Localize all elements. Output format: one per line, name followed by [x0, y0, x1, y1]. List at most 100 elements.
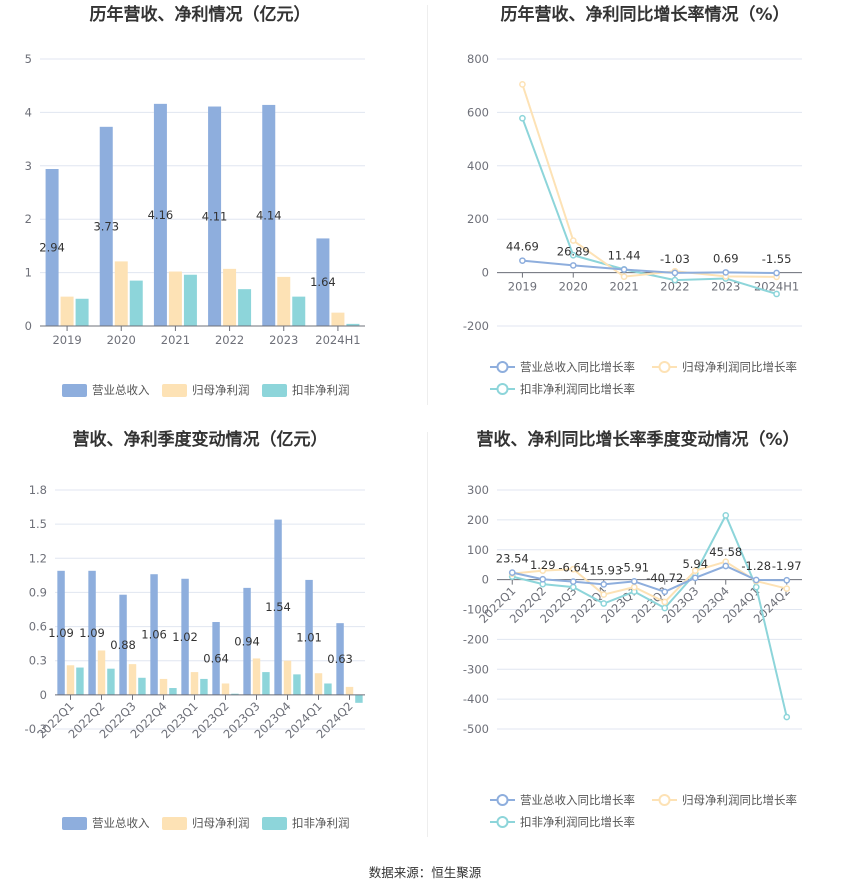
legend-label: 归母净利润同比增长率	[682, 360, 797, 374]
point-revenue	[722, 269, 730, 276]
x-tick-label: 2019	[52, 333, 81, 347]
data-label: 11.44	[608, 249, 641, 263]
y-tick-label: -400	[463, 692, 489, 706]
point-revenue	[722, 562, 730, 570]
y-tick-label: 1.2	[29, 551, 47, 565]
bar-revenue	[88, 570, 96, 695]
data-label: 1.09	[48, 626, 74, 640]
bar-deducted_profit	[76, 667, 84, 695]
point-deducted_profit	[569, 251, 577, 259]
y-tick-label: 200	[467, 513, 489, 527]
bar-revenue	[119, 594, 127, 695]
line-net_profit	[512, 560, 787, 604]
x-tick-label: 2020	[107, 333, 136, 347]
point-net_profit	[630, 583, 638, 591]
bar-deducted_profit	[231, 693, 239, 695]
bar-net_profit	[223, 268, 237, 326]
line-deducted_profit	[512, 513, 788, 718]
line-net_profit	[521, 84, 777, 278]
bar-revenue	[99, 126, 113, 327]
chart-title: 历年营收、净利同比增长率情况（%）	[500, 4, 789, 25]
point-revenue	[569, 262, 577, 269]
bar-net_profit	[66, 665, 75, 695]
bar-net_profit	[283, 660, 292, 695]
bar-deducted_profit	[183, 274, 197, 326]
data-label: 0.94	[234, 634, 260, 648]
y-tick-label: 3	[25, 159, 32, 173]
point-net_profit	[600, 591, 608, 598]
x-tick-label: 2019	[508, 280, 537, 294]
bar-revenue	[305, 579, 313, 695]
point-deducted_profit	[569, 583, 577, 591]
point-revenue	[691, 574, 699, 582]
quarterly-growth-rate-chart: 营收、净利同比增长率季度变动情况（%） -500 -400 -300 -200 -100 0…	[425, 425, 850, 850]
y-tick-label: -200	[463, 632, 489, 646]
y-tick-label: 0	[25, 319, 32, 333]
bar-revenue	[262, 104, 276, 326]
bar-revenue	[243, 587, 251, 695]
bar-deducted_profit	[355, 694, 363, 703]
point-revenue	[773, 269, 780, 277]
bar-deducted_profit	[75, 298, 89, 326]
bar-revenue	[336, 623, 344, 695]
point-deducted_profit	[783, 713, 791, 721]
bar-net_profit	[345, 686, 354, 695]
point-net_profit	[569, 237, 577, 244]
point-revenue	[519, 257, 526, 265]
annual-revenue-profit-svg: 历年营收、净利情况（亿元） 0 1 2 3 4 5 2019 2020 2021 2022 2023 2…	[25, 4, 365, 397]
point-revenue	[630, 578, 638, 585]
bar-net_profit	[97, 650, 106, 695]
bar-deducted_profit	[324, 683, 332, 695]
legend-label: 归母净利润同比增长率	[682, 793, 797, 807]
line-revenue	[512, 564, 787, 593]
data-label: 23.54	[496, 552, 529, 566]
legend-swatch-deducted_profit	[262, 817, 287, 830]
legend-label: 营业总收入	[92, 816, 150, 830]
data-label: 4.14	[256, 208, 282, 222]
bar-deducted_profit	[262, 672, 270, 695]
bar-deducted_profit	[346, 323, 360, 326]
legend-swatch-revenue	[62, 384, 87, 397]
bar-deducted_profit	[238, 289, 252, 326]
chart-title: 历年营收、净利情况（亿元）	[90, 4, 311, 25]
legend-label: 扣非净利润	[292, 383, 350, 397]
bar-net_profit	[314, 673, 323, 695]
data-label: -5.91	[619, 560, 649, 574]
point-revenue	[671, 269, 679, 277]
bar-deducted_profit	[200, 678, 208, 695]
point-net_profit	[661, 598, 669, 606]
quarterly-growth-rate-svg: 营收、净利同比增长率季度变动情况（%） -500 -400 -300 -200 -100 0…	[463, 429, 802, 829]
legend-marker-revenue	[496, 794, 509, 806]
legend-label: 营业总收入	[92, 383, 150, 397]
x-tick-label: 2023	[269, 333, 298, 347]
point-revenue	[539, 575, 547, 583]
data-label: 1.01	[296, 630, 322, 644]
y-tick-label: 0	[40, 688, 47, 702]
bar-revenue	[150, 574, 158, 695]
legend-swatch-net_profit	[162, 384, 187, 397]
bar-revenue	[212, 622, 220, 695]
bar-net_profit	[168, 271, 182, 326]
data-label: 2.94	[39, 241, 65, 255]
data-label: 0.64	[203, 651, 229, 665]
data-label: -1.55	[762, 252, 792, 266]
data-label: 4.16	[148, 208, 174, 222]
y-tick-label: 2	[25, 212, 32, 226]
chart-title: 营收、净利同比增长率季度变动情况（%）	[476, 429, 799, 450]
data-label: -1.03	[660, 252, 690, 266]
legend-label: 扣非净利润同比增长率	[520, 382, 635, 396]
point-net_profit	[519, 81, 526, 88]
point-deducted_profit	[600, 600, 608, 607]
point-revenue	[620, 266, 628, 273]
point-net_profit	[691, 567, 699, 575]
point-revenue	[569, 578, 577, 585]
bar-revenue	[316, 238, 330, 326]
x-tick-label: 2024H1	[315, 333, 360, 347]
data-label: 0.63	[327, 652, 353, 666]
y-tick-label: 0.6	[29, 620, 47, 634]
y-tick-label: 400	[467, 159, 489, 173]
y-tick-label: 4	[25, 105, 32, 119]
legend-marker-net_profit	[658, 794, 671, 806]
data-label: 1.09	[79, 626, 105, 640]
x-tick-label: 2022	[215, 333, 244, 347]
